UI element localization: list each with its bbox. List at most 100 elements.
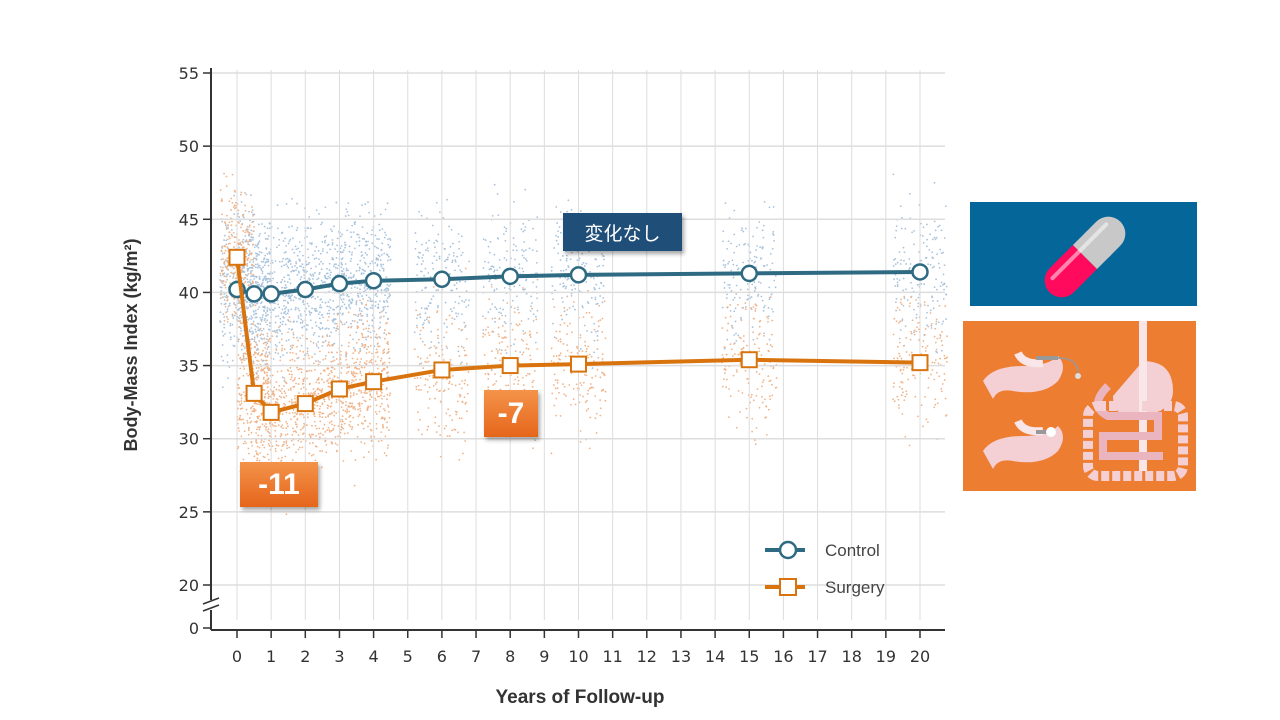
scatter-point	[351, 224, 353, 227]
scatter-point	[382, 300, 385, 302]
scatter-point	[458, 393, 461, 396]
scatter-point	[237, 445, 240, 448]
scatter-point	[908, 257, 911, 260]
scatter-point	[352, 346, 355, 349]
scatter-point	[242, 391, 245, 394]
scatter-point	[563, 385, 566, 388]
scatter-point	[735, 369, 738, 371]
scatter-point	[357, 315, 359, 318]
scatter-point	[308, 261, 311, 264]
scatter-point	[327, 405, 330, 407]
scatter-point	[242, 357, 245, 359]
scatter-point	[556, 379, 559, 382]
scatter-point	[332, 321, 334, 323]
scatter-point	[326, 272, 329, 275]
scatter-point	[245, 255, 248, 258]
scatter-point	[913, 243, 915, 246]
scatter-point	[498, 335, 500, 338]
scatter-point	[262, 328, 265, 330]
scatter-point	[387, 411, 390, 413]
scatter-point	[267, 235, 270, 237]
scatter-point	[751, 417, 754, 420]
scatter-point	[601, 358, 604, 360]
scatter-point	[240, 394, 242, 397]
scatter-point	[772, 367, 775, 370]
scatter-point	[913, 308, 915, 311]
scatter-point	[330, 370, 333, 372]
scatter-point	[319, 306, 321, 309]
scatter-point	[376, 263, 379, 266]
scatter-point	[258, 275, 261, 278]
data-point-surgery	[501, 357, 519, 375]
scatter-point	[732, 355, 734, 357]
scatter-point	[758, 325, 761, 328]
scatter-point	[221, 330, 224, 333]
scatter-point	[487, 261, 490, 264]
scatter-point	[266, 402, 269, 405]
scatter-point	[428, 321, 431, 324]
scatter-point	[306, 337, 309, 340]
scatter-point	[335, 306, 338, 309]
scatter-point	[768, 338, 771, 341]
scatter-point	[226, 261, 229, 264]
scatter-point	[273, 393, 276, 396]
scatter-point	[484, 333, 486, 336]
scatter-point	[342, 294, 345, 296]
scatter-point	[464, 440, 467, 442]
scatter-point	[329, 276, 331, 279]
scatter-point	[604, 399, 607, 402]
scatter-point	[444, 260, 446, 263]
scatter-point	[262, 368, 264, 371]
scatter-point	[378, 238, 380, 241]
scatter-point	[282, 427, 284, 430]
scatter-point	[503, 257, 506, 259]
scatter-point	[229, 338, 232, 341]
scatter-point	[298, 377, 301, 380]
scatter-point	[295, 269, 297, 272]
scatter-point	[331, 423, 333, 426]
scatter-point	[327, 385, 330, 388]
scatter-point	[259, 266, 261, 269]
scatter-point	[495, 348, 498, 350]
scatter-point	[460, 235, 463, 238]
scatter-point	[260, 441, 263, 444]
scatter-point	[285, 394, 288, 397]
scatter-point	[581, 263, 584, 266]
scatter-point	[335, 450, 338, 453]
scatter-point	[238, 400, 240, 403]
scatter-point	[343, 422, 346, 425]
scatter-point	[231, 315, 234, 318]
scatter-point	[346, 294, 349, 296]
scatter-point	[370, 233, 373, 236]
scatter-point	[368, 211, 370, 214]
scatter-point	[315, 381, 318, 384]
scatter-point	[319, 361, 321, 364]
scatter-point	[596, 302, 599, 305]
scatter-point	[422, 254, 425, 256]
scatter-point	[368, 371, 371, 374]
scatter-point	[316, 404, 319, 407]
data-point-surgery	[433, 361, 451, 379]
scatter-point	[490, 283, 493, 286]
scatter-point	[264, 367, 267, 369]
scatter-point	[224, 302, 227, 305]
scatter-point	[243, 271, 246, 273]
scatter-point	[346, 366, 349, 369]
scatter-point	[280, 265, 283, 268]
scatter-point	[504, 322, 507, 325]
scatter-point	[553, 247, 556, 249]
scatter-point	[388, 237, 391, 240]
scatter-point	[935, 323, 938, 325]
scatter-point	[332, 344, 334, 346]
scatter-point	[906, 299, 909, 301]
scatter-point	[312, 295, 315, 298]
scatter-point	[271, 374, 274, 377]
scatter-point	[311, 327, 314, 329]
scatter-point	[536, 216, 539, 219]
scatter-point	[387, 371, 390, 374]
scatter-point	[324, 206, 327, 209]
scatter-point	[375, 427, 378, 430]
scatter-point	[360, 391, 363, 394]
scatter-point	[760, 354, 763, 357]
scatter-point	[288, 446, 291, 449]
